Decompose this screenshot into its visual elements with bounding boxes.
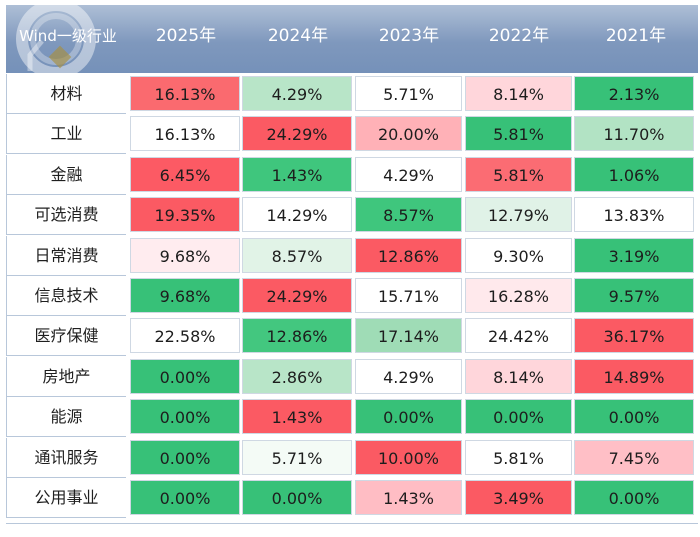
header-row-label: Wind一级行业 [19, 27, 117, 45]
value-cell: 2.13% [574, 76, 694, 111]
value-cell: 12.86% [355, 237, 462, 273]
row-label: 能源 [6, 397, 126, 438]
table-row: 房地产 0.00% 2.86% 4.29% 8.14% 14.89% [6, 356, 698, 397]
value-cell: 0.00% [465, 399, 572, 435]
row-label: 材料 [6, 74, 126, 114]
row-label: 工业 [6, 114, 126, 155]
value-cell: 22.58% [130, 318, 240, 354]
row-label: 通讯服务 [6, 437, 126, 478]
value-cell: 3.49% [465, 480, 572, 515]
row-label: 公用事业 [6, 478, 126, 518]
value-cell: 1.43% [355, 480, 462, 515]
value-cell: 4.29% [355, 156, 462, 192]
value-cell: 5.71% [242, 439, 352, 475]
row-label: 日常消费 [6, 235, 126, 276]
table-row: 金融 6.45% 1.43% 4.29% 5.81% 1.06% [6, 154, 698, 195]
row-label: 医疗保健 [6, 316, 126, 357]
value-cell: 20.00% [355, 116, 462, 152]
value-cell: 19.35% [130, 197, 240, 233]
value-cell: 24.42% [465, 318, 572, 354]
value-cell: 1.06% [574, 156, 694, 192]
value-cell: 8.57% [355, 197, 462, 233]
table-row: 日常消费 9.68% 8.57% 12.86% 9.30% 3.19% [6, 235, 698, 276]
value-cell: 6.45% [130, 156, 240, 192]
value-cell: 10.00% [355, 439, 462, 475]
table-row: 能源 0.00% 1.43% 0.00% 0.00% 0.00% [6, 397, 698, 438]
table-row: 通讯服务 0.00% 5.71% 10.00% 5.81% 7.45% [6, 437, 698, 478]
value-cell: 12.86% [242, 318, 352, 354]
value-cell: 9.57% [574, 278, 694, 313]
header-year-2025: 2025年 [155, 26, 217, 46]
value-cell: 1.43% [242, 399, 352, 435]
header-year-2024: 2024年 [267, 26, 329, 46]
table-bottom-border [6, 523, 698, 524]
value-cell: 24.29% [242, 116, 352, 152]
value-cell: 7.45% [574, 439, 694, 475]
value-cell: 0.00% [355, 399, 462, 435]
value-cell: 5.81% [465, 116, 572, 152]
value-cell: 14.29% [242, 197, 352, 233]
value-cell: 36.17% [574, 318, 694, 354]
value-cell: 0.00% [242, 480, 352, 515]
table-row: 公用事业 0.00% 0.00% 1.43% 3.49% 0.00% [6, 478, 698, 518]
table-row: 工业 16.13% 24.29% 20.00% 5.81% 11.70% [6, 114, 698, 155]
value-cell: 12.79% [465, 197, 572, 233]
value-cell: 16.28% [465, 278, 572, 313]
header-year-2023: 2023年 [378, 26, 440, 46]
table-row: 材料 16.13% 4.29% 5.71% 8.14% 2.13% [6, 74, 698, 114]
value-cell: 0.00% [574, 399, 694, 435]
wind-logo-watermark [6, 5, 116, 73]
row-label: 可选消费 [6, 195, 126, 236]
value-cell: 9.30% [465, 237, 572, 273]
value-cell: 14.89% [574, 358, 694, 394]
value-cell: 16.13% [130, 76, 240, 111]
table-row: 医疗保健 22.58% 12.86% 17.14% 24.42% 36.17% [6, 316, 698, 357]
value-cell: 15.71% [355, 278, 462, 313]
value-cell: 1.43% [242, 156, 352, 192]
value-cell: 4.29% [242, 76, 352, 111]
header-year-2022: 2022年 [488, 26, 550, 46]
value-cell: 5.81% [465, 156, 572, 192]
value-cell: 0.00% [130, 439, 240, 475]
value-cell: 13.83% [574, 197, 694, 233]
value-cell: 5.81% [465, 439, 572, 475]
header-year-2021: 2021年 [605, 26, 667, 46]
value-cell: 3.19% [574, 237, 694, 273]
value-cell: 11.70% [574, 116, 694, 152]
industry-table: Wind一级行业 2025年 2024年 2023年 2022年 2021年 材… [6, 5, 698, 524]
table-row: 信息技术 9.68% 24.29% 15.71% 16.28% 9.57% [6, 276, 698, 316]
row-label: 金融 [6, 154, 126, 195]
value-cell: 9.68% [130, 278, 240, 313]
value-cell: 24.29% [242, 278, 352, 313]
value-cell: 2.86% [242, 358, 352, 394]
value-cell: 0.00% [130, 480, 240, 515]
row-label: 信息技术 [6, 276, 126, 316]
value-cell: 0.00% [130, 358, 240, 394]
table-header: Wind一级行业 2025年 2024年 2023年 2022年 2021年 [6, 5, 698, 73]
value-cell: 8.14% [465, 76, 572, 111]
value-cell: 8.14% [465, 358, 572, 394]
value-cell: 8.57% [242, 237, 352, 273]
value-cell: 5.71% [355, 76, 462, 111]
value-cell: 16.13% [130, 116, 240, 152]
value-cell: 0.00% [574, 480, 694, 515]
table-row: 可选消费 19.35% 14.29% 8.57% 12.79% 13.83% [6, 195, 698, 236]
value-cell: 4.29% [355, 358, 462, 394]
row-label: 房地产 [6, 356, 126, 397]
value-cell: 0.00% [130, 399, 240, 435]
value-cell: 9.68% [130, 237, 240, 273]
value-cell: 17.14% [355, 318, 462, 354]
